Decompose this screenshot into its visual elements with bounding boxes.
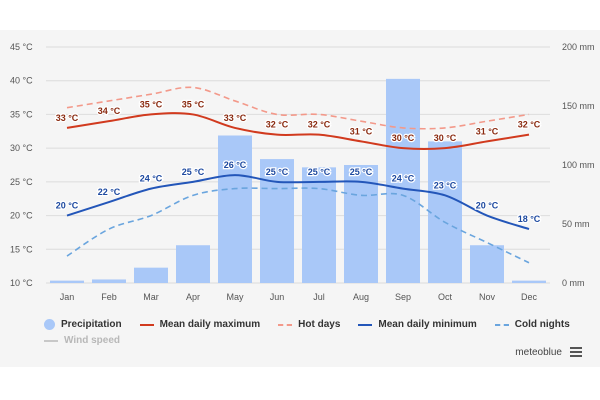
series-line-cold: [66, 187, 530, 264]
x-tick-label: May: [226, 292, 244, 302]
x-tick-label: Nov: [479, 292, 496, 302]
temperature-lines: [66, 86, 530, 264]
precip-bar: [470, 245, 504, 283]
data-label-max: 33 °C: [224, 113, 247, 123]
legend-cold-label: Cold nights: [514, 319, 570, 330]
x-tick-label: Sep: [395, 292, 411, 302]
data-label-min: 23 °C: [434, 180, 457, 190]
brand-name: meteoblue: [515, 346, 562, 358]
legend-min-label: Mean daily minimum: [378, 319, 477, 330]
precip-bar: [344, 165, 378, 283]
precip-bar: [134, 267, 168, 283]
data-label-min: 25 °C: [308, 167, 331, 177]
data-label-min: 26 °C: [224, 160, 247, 170]
legend-precip-symbol: [44, 319, 55, 330]
x-tick-label: Feb: [101, 292, 117, 302]
data-label-min: 22 °C: [98, 187, 121, 197]
grid-lines: [46, 46, 550, 284]
legend-max[interactable]: Mean daily maximum: [139, 319, 261, 330]
data-label-min: 25 °C: [266, 167, 289, 177]
climate-widget: 10 °C 15 °C 20 °C 25 °C 30 °C 35 °C 40 °C 45 °C…: [0, 30, 600, 367]
precip-bar: [50, 280, 84, 283]
series-line-hot: [66, 86, 530, 130]
right-tick-label: 150 mm: [562, 101, 595, 111]
x-tick-label: Jun: [270, 292, 285, 302]
precipitation-bars: [50, 78, 546, 283]
left-tick-label: 10 °C: [10, 278, 33, 288]
data-label-max: 35 °C: [140, 99, 163, 109]
left-tick-label: 25 °C: [10, 177, 33, 187]
x-tick-label: Dec: [521, 292, 538, 302]
data-label-min: 20 °C: [56, 201, 79, 211]
left-tick-label: 45 °C: [10, 42, 33, 52]
legend-precip-label: Precipitation: [61, 319, 122, 330]
data-label-max: 34 °C: [98, 106, 121, 116]
data-label-min: 25 °C: [350, 167, 373, 177]
x-tick-label: Jul: [313, 292, 325, 302]
right-tick-label: 0 mm: [562, 278, 585, 288]
legend-max-label: Mean daily maximum: [159, 319, 261, 330]
legend-hot-symbol: [278, 323, 293, 326]
data-label-max: 33 °C: [56, 113, 79, 123]
left-tick-label: 30 °C: [10, 143, 33, 153]
x-tick-label: Mar: [143, 292, 159, 302]
data-label-max: 31 °C: [476, 126, 499, 136]
legend-precipitation[interactable]: Precipitation: [44, 319, 122, 330]
legend-hot[interactable]: Hot days: [278, 319, 340, 330]
data-label-max: 30 °C: [392, 133, 415, 143]
legend-hot-label: Hot days: [298, 319, 341, 330]
x-axis-labels: Jan Feb Mar Apr May Jun Jul Aug Sep Oct Nov Dec: [60, 292, 538, 302]
right-tick-label: 200 mm: [562, 42, 595, 52]
precip-bar: [218, 135, 252, 283]
left-axis-ticks: 10 °C 15 °C 20 °C 25 °C 30 °C 35 °C 40 °C 45 °C: [10, 42, 33, 288]
legend-row-2: Wind speed: [44, 335, 138, 346]
precip-bar: [176, 245, 210, 283]
precip-bar: [512, 280, 546, 283]
legend-wind[interactable]: Wind speed: [44, 335, 120, 346]
legend-min[interactable]: Mean daily minimum: [358, 319, 477, 330]
right-tick-label: 100 mm: [562, 160, 595, 170]
data-label-min: 20 °C: [476, 201, 499, 211]
data-label-max: 32 °C: [266, 120, 289, 130]
data-label-max: 32 °C: [308, 120, 331, 130]
precip-bar: [92, 279, 126, 283]
data-label-min: 24 °C: [140, 174, 163, 184]
brand: meteoblue: [515, 345, 582, 359]
legend-max-symbol: [139, 323, 154, 326]
data-label-max: 32 °C: [518, 120, 541, 130]
data-label-max: 31 °C: [350, 126, 373, 136]
temperature-labels: 33 °C 34 °C 35 °C 35 °C 33 °C 32 °C 32 °C 31 °C…: [54, 98, 542, 225]
series-line-min: [66, 174, 530, 231]
x-tick-label: Apr: [186, 292, 200, 302]
legend-row-1: Precipitation Mean daily maximum Hot day…: [44, 319, 588, 330]
legend-cold-symbol: [494, 323, 509, 326]
data-label-min: 18 °C: [518, 214, 541, 224]
legend-min-symbol: [358, 323, 373, 326]
legend-wind-label: Wind speed: [64, 335, 121, 346]
x-tick-label: Jan: [60, 292, 75, 302]
data-label-max: 35 °C: [182, 99, 205, 109]
left-tick-label: 15 °C: [10, 244, 33, 254]
right-tick-label: 50 mm: [562, 219, 590, 229]
data-label-max: 30 °C: [434, 133, 457, 143]
climate-chart: 10 °C 15 °C 20 °C 25 °C 30 °C 35 °C 40 °C 45 °C…: [10, 42, 595, 302]
x-tick-label: Oct: [438, 292, 453, 302]
precip-bar: [302, 167, 336, 283]
precip-bar: [386, 78, 420, 283]
data-label-min: 24 °C: [392, 174, 415, 184]
series-line-max: [66, 112, 530, 150]
legend-wind-symbol: [44, 339, 58, 342]
precip-bar: [260, 159, 294, 283]
legend-cold[interactable]: Cold nights: [494, 319, 570, 330]
data-label-min: 25 °C: [182, 167, 205, 177]
right-axis-ticks: 0 mm 50 mm 100 mm 150 mm 200 mm: [562, 42, 595, 288]
left-tick-label: 40 °C: [10, 76, 33, 86]
menu-icon[interactable]: [570, 345, 582, 359]
left-tick-label: 35 °C: [10, 109, 33, 119]
x-tick-label: Aug: [353, 292, 369, 302]
precip-bar: [428, 141, 462, 283]
left-tick-label: 20 °C: [10, 211, 33, 221]
